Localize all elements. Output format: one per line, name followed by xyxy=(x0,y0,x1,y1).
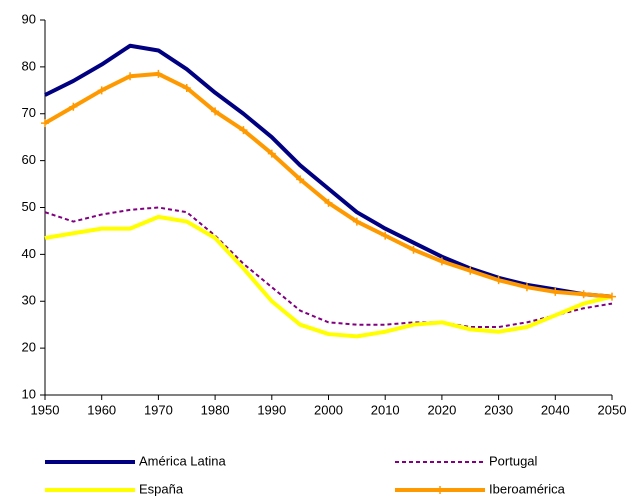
marker xyxy=(579,290,588,299)
series-line xyxy=(43,71,613,299)
marker xyxy=(608,292,616,301)
legend-marker xyxy=(436,486,444,494)
marker xyxy=(522,283,531,292)
marker xyxy=(466,266,475,275)
y-tick-label: 60 xyxy=(22,152,36,167)
series-line xyxy=(44,43,613,299)
marker xyxy=(296,175,305,184)
marker xyxy=(239,126,248,135)
x-tick-label: 2000 xyxy=(314,402,343,417)
x-tick-label: 1990 xyxy=(257,402,286,417)
y-tick-label: 20 xyxy=(22,340,36,355)
legend-label: Portugal xyxy=(489,453,538,468)
series-line xyxy=(44,206,613,329)
marker xyxy=(211,107,220,116)
marker xyxy=(494,276,503,285)
y-tick-label: 50 xyxy=(22,199,36,214)
legend-label: Iberoamérica xyxy=(489,481,566,496)
y-tick-label: 30 xyxy=(22,293,36,308)
marker xyxy=(41,119,49,128)
x-tick-label: 1970 xyxy=(144,402,173,417)
y-tick-label: 70 xyxy=(22,105,36,120)
x-tick-label: 1950 xyxy=(31,402,60,417)
marker xyxy=(437,257,446,266)
marker xyxy=(267,149,276,158)
x-tick-label: 2010 xyxy=(371,402,400,417)
marker xyxy=(381,231,390,240)
legend-label: América Latina xyxy=(139,453,226,468)
x-tick-label: 2050 xyxy=(598,402,627,417)
marker xyxy=(551,287,560,296)
marker xyxy=(182,83,191,92)
x-tick-label: 1960 xyxy=(87,402,116,417)
marker xyxy=(126,72,135,81)
marker xyxy=(69,102,78,111)
marker xyxy=(352,217,361,226)
x-tick-label: 1980 xyxy=(201,402,230,417)
x-tick-label: 2040 xyxy=(541,402,570,417)
x-tick-label: 2020 xyxy=(427,402,456,417)
legend-label: España xyxy=(139,481,184,496)
y-tick-label: 40 xyxy=(22,246,36,261)
series-line xyxy=(44,214,613,339)
marker xyxy=(154,69,163,78)
marker xyxy=(324,198,333,207)
marker xyxy=(409,245,418,254)
y-tick-label: 10 xyxy=(22,386,36,401)
marker xyxy=(97,86,106,95)
y-tick-label: 90 xyxy=(22,11,36,26)
x-tick-label: 2030 xyxy=(484,402,513,417)
y-tick-label: 80 xyxy=(22,58,36,73)
